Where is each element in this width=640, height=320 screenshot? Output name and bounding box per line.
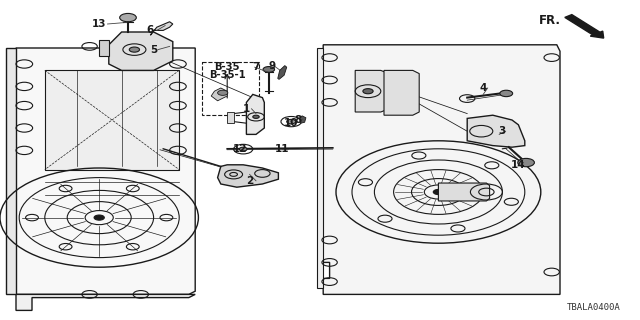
Polygon shape [109,32,173,70]
Text: 10: 10 [284,118,298,128]
Polygon shape [384,70,419,115]
Polygon shape [16,294,195,310]
Circle shape [218,90,228,95]
Polygon shape [99,40,109,56]
Text: 4: 4 [479,83,487,93]
Text: 11: 11 [275,144,289,154]
Circle shape [253,115,259,118]
Polygon shape [45,70,179,170]
Circle shape [363,89,373,94]
Polygon shape [317,48,323,288]
Circle shape [239,147,247,151]
Text: 7: 7 [252,62,260,72]
Polygon shape [150,22,173,35]
Text: 13: 13 [92,19,106,29]
Circle shape [120,13,136,22]
Polygon shape [227,112,234,123]
Text: 6: 6 [147,25,154,36]
Polygon shape [300,116,306,123]
Circle shape [129,47,140,52]
Text: 2: 2 [246,176,253,186]
Text: 3: 3 [499,126,506,136]
Text: 14: 14 [511,160,525,170]
Text: 1: 1 [243,104,250,114]
Circle shape [263,67,275,72]
Polygon shape [16,48,195,294]
Polygon shape [218,165,278,187]
FancyArrow shape [565,15,604,38]
Circle shape [94,215,104,220]
Circle shape [518,158,534,167]
Circle shape [433,189,444,195]
Text: 5: 5 [150,44,157,55]
Text: B-35: B-35 [214,62,240,72]
Polygon shape [467,115,525,147]
Circle shape [287,119,296,124]
Polygon shape [355,70,397,112]
Circle shape [500,90,513,97]
Polygon shape [438,183,490,201]
Polygon shape [246,94,264,134]
Text: FR.: FR. [540,14,561,27]
Polygon shape [278,66,287,79]
Text: TBALA0400A: TBALA0400A [567,303,621,312]
Text: B-35-1: B-35-1 [209,70,246,80]
Polygon shape [211,88,227,101]
Polygon shape [323,45,560,294]
Text: 8: 8 [294,115,301,125]
Text: 9: 9 [268,60,276,71]
Text: 12: 12 [233,144,247,154]
Polygon shape [6,48,16,294]
